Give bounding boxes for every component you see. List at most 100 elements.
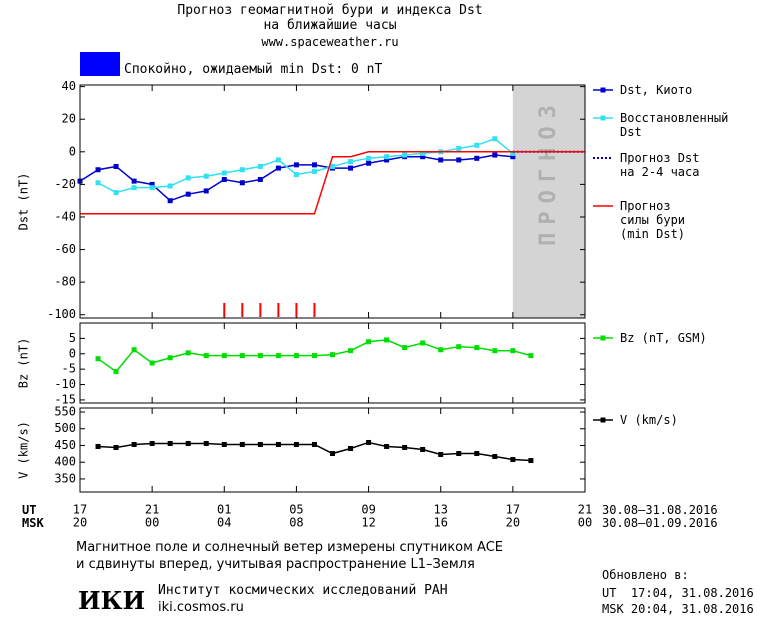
updated-msk: MSK 20:04, 31.08.2016 <box>602 602 754 616</box>
point <box>438 452 444 458</box>
point <box>402 152 408 158</box>
legend-marker <box>600 87 606 93</box>
point <box>95 180 101 186</box>
point <box>293 441 299 447</box>
point <box>438 347 444 353</box>
y-tick-label: -15 <box>54 392 76 406</box>
x-tick-label: 20 <box>73 516 87 530</box>
point <box>348 159 354 165</box>
point <box>492 136 498 142</box>
x-tick-label: 01 <box>217 503 231 517</box>
point <box>456 146 462 152</box>
y-tick-label: -100 <box>47 307 76 321</box>
point <box>167 355 173 361</box>
point <box>384 337 390 343</box>
updated-ut: UT 17:04, 31.08.2016 <box>602 586 754 600</box>
y-tick-label: 40 <box>62 79 76 93</box>
point <box>510 154 516 160</box>
point <box>131 185 137 191</box>
point <box>185 350 191 356</box>
point <box>293 172 299 178</box>
point <box>474 155 480 161</box>
point <box>510 457 516 463</box>
point <box>311 168 317 174</box>
point <box>221 170 227 176</box>
x-tick-label: 05 <box>289 503 303 517</box>
note: и сдвинуты вперед, учитывая распростране… <box>76 557 475 572</box>
point <box>293 353 299 359</box>
point <box>492 348 498 354</box>
point <box>167 440 173 446</box>
forecast-label: ПРОГНОЗ <box>536 97 561 246</box>
x-tick-label: 04 <box>217 516 231 530</box>
point <box>474 345 480 351</box>
y-axis-label: Bz (nT) <box>17 338 31 389</box>
y-tick-label: -40 <box>54 209 76 223</box>
y-tick-label: -80 <box>54 275 76 289</box>
y-tick-label: 5 <box>69 331 76 345</box>
point <box>149 185 155 191</box>
legend-label: V (km/s) <box>620 413 678 427</box>
point <box>257 177 263 183</box>
y-tick-label: -60 <box>54 242 76 256</box>
point <box>131 178 137 184</box>
point <box>275 157 281 163</box>
point <box>275 441 281 447</box>
point <box>131 347 137 353</box>
point <box>113 369 119 375</box>
point <box>221 177 227 183</box>
x-tick-label: 08 <box>289 516 303 530</box>
status-swatch <box>80 52 120 76</box>
url: www.spaceweather.ru <box>261 35 399 49</box>
y-tick-label: 20 <box>62 112 76 126</box>
legend-label: Прогноз силы бури (min Dst) <box>620 199 686 241</box>
point <box>348 165 354 171</box>
x-tick-label: 21 <box>578 503 592 517</box>
x-tick-label: 09 <box>361 503 375 517</box>
series-line <box>97 137 514 194</box>
point <box>239 353 245 359</box>
y-tick-label: 550 <box>54 405 76 419</box>
y-tick-label: 450 <box>54 438 76 452</box>
note: Магнитное поле и солнечный ветер измерен… <box>76 540 504 555</box>
point <box>456 157 462 163</box>
point <box>510 348 516 354</box>
point <box>528 458 534 464</box>
point <box>420 340 426 346</box>
point <box>95 356 101 362</box>
point <box>330 352 335 358</box>
legend-marker <box>600 417 606 423</box>
ut-label: UT <box>22 503 37 517</box>
point <box>221 353 227 359</box>
x-tick-label: 20 <box>506 516 520 530</box>
point <box>402 444 408 450</box>
point <box>474 451 480 457</box>
point <box>239 441 245 447</box>
point <box>149 181 155 187</box>
y-tick-label: 350 <box>54 471 76 485</box>
point <box>420 446 426 452</box>
updated: Обновлено в: <box>602 568 689 582</box>
point <box>149 440 155 446</box>
y-axis-label: V (km/s) <box>17 421 31 479</box>
point <box>420 150 426 156</box>
x-tick-label: 12 <box>361 516 375 530</box>
plot-frame <box>79 407 586 493</box>
y-axis-label: Dst (nT) <box>17 173 31 231</box>
x-tick-label: 16 <box>433 516 447 530</box>
title: Прогноз геомагнитной бури и индекса Dst <box>177 3 483 18</box>
point <box>348 445 354 451</box>
point <box>330 163 335 169</box>
y-tick-label: 0 <box>69 144 76 158</box>
series-line <box>80 151 585 215</box>
point <box>185 191 191 197</box>
point <box>239 180 245 186</box>
point <box>257 441 263 447</box>
point <box>330 451 335 457</box>
point <box>402 345 408 351</box>
point <box>257 353 263 359</box>
point <box>257 163 263 169</box>
point <box>366 160 372 166</box>
